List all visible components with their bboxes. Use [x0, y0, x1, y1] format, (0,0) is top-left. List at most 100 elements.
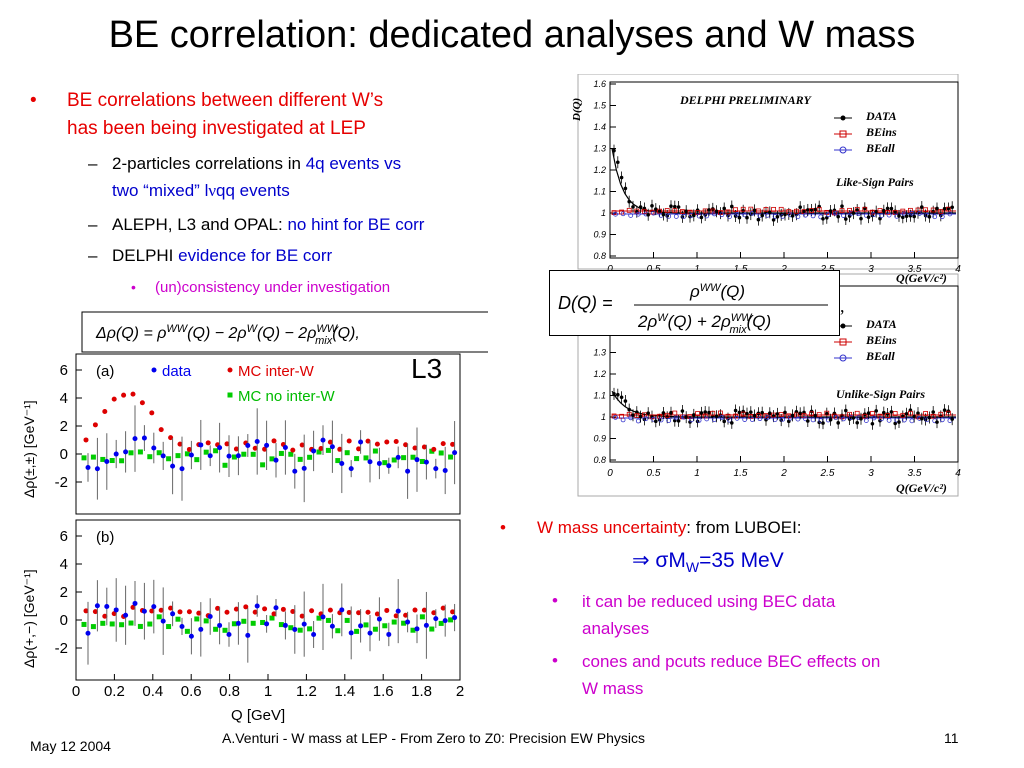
sub-dash: –: [88, 215, 98, 234]
delphi-ytick: 0.9: [593, 230, 606, 240]
svg-text:BEall: BEall: [865, 349, 895, 363]
delphi-xtick: 0: [607, 468, 613, 479]
l3-label: L3: [411, 353, 442, 384]
delphi-xtick: 2: [780, 468, 787, 479]
delphi-xlabel-bottom: Q(GeV/c²): [896, 481, 947, 495]
delphi-xtick: 3.5: [908, 264, 922, 275]
delphi-formula-comma: ,: [840, 296, 845, 316]
l3-ytick: 6: [60, 362, 68, 379]
bullet-marker: •: [500, 518, 506, 537]
subsub-marker: •: [552, 591, 558, 610]
panel-b-frame: [75, 519, 461, 681]
delphi-xtick: 3: [868, 468, 874, 479]
delphi-legend-bottom: DATA BEins BEall: [834, 317, 897, 363]
w-mass-bullet: W mass uncertainty: from LUBOEI:: [537, 518, 802, 537]
sub-dash: –: [88, 246, 98, 265]
sub-bullet-2: ALEPH, L3 and OPAL: no hint for BE corr: [112, 215, 425, 234]
footer-date: May 12 2004: [30, 738, 111, 754]
l3-xtick: 0.8: [219, 683, 240, 700]
bullet-marker: •: [30, 90, 37, 111]
delphi-ytick: 1.3: [593, 348, 606, 358]
delphi-ytick: 1.5: [593, 101, 607, 111]
legend-data: data: [162, 363, 192, 380]
svg-text:D(Q) =: D(Q) =: [558, 293, 613, 313]
l3-ylabel-b: Δρ(+,−) [GeV⁻¹]: [21, 569, 37, 668]
l3-data-points: [81, 391, 458, 665]
svg-text:DATA: DATA: [865, 317, 897, 331]
panel-b-label: (b): [96, 529, 114, 546]
delphi-ytick: 1: [601, 208, 606, 218]
delphi-ytick: 1.3: [593, 144, 606, 154]
delphi-ytick: 1: [601, 412, 606, 422]
l3-ytick: 6: [60, 528, 68, 545]
subsub-bullet: (un)consistency under investigation: [155, 279, 391, 296]
delphi-ytick: 0.8: [593, 455, 606, 465]
slide-title: BE correlation: dedicated analyses and W…: [108, 14, 916, 56]
delphi-ytick: 0.8: [593, 251, 606, 261]
delphi-formula-box: D(Q) = ρWW(Q) 2ρW(Q) + 2ρWW mix(Q): [549, 270, 840, 336]
delphi-xtick: 2.5: [820, 264, 835, 275]
l3-xlabel: Q [GeV]: [231, 707, 285, 724]
delphi-ytick: 1.6: [593, 79, 606, 89]
subsub-marker: •: [552, 651, 558, 670]
svg-text:ρWW(Q): ρWW(Q): [689, 282, 745, 301]
l3-xtick: 0.2: [104, 683, 125, 700]
footer-center: A.Venturi - W mass at LEP - From Zero to…: [222, 730, 645, 746]
l3-ytick: 0: [60, 446, 68, 463]
delphi-ytick: 1.1: [593, 391, 606, 401]
delphi-top-frame: [577, 74, 959, 270]
delphi-header: DELPHI PRELIMINARY: [679, 93, 812, 107]
footer-page: 11: [944, 730, 959, 746]
l3-ytick: 4: [60, 390, 68, 407]
l3-xtick: 1.6: [373, 683, 394, 700]
bullet-main-line2: has been being investigated at LEP: [67, 118, 366, 139]
l3-ylabel-a: Δρ(±,±) [GeV⁻¹]: [21, 400, 37, 498]
l3-xtick: 1: [264, 683, 272, 700]
panel-a-label: (a): [96, 363, 114, 380]
l3-ytick: 2: [60, 584, 68, 601]
legend-data-marker: [151, 367, 157, 373]
delphi-ytick: 1.2: [593, 165, 606, 175]
legend-inter-marker: [227, 367, 233, 373]
l3-ytick: 4: [60, 556, 68, 573]
delphi-xtick: 0.5: [647, 264, 661, 275]
svg-text:BEall: BEall: [865, 141, 895, 155]
l3-ytick: -2: [55, 474, 68, 491]
l3-ytick: 0: [60, 612, 68, 629]
legend-nointer-marker: [227, 392, 233, 398]
delphi-top-label: Like-Sign Pairs: [835, 175, 914, 189]
delphi-xtick: 1: [694, 468, 700, 479]
delphi-xtick: 2: [780, 264, 787, 275]
delphi-bottom-label: Unlike-Sign Pairs: [836, 387, 925, 401]
delphi-xtick: 4: [955, 264, 961, 275]
l3-xtick: 0.4: [142, 683, 163, 700]
delphi-xtick: 0.5: [647, 468, 661, 479]
legend-inter: MC inter-W: [238, 363, 315, 380]
sub-bullet-1-line2: two “mixed” lνqq events: [112, 181, 290, 200]
delphi-xtick: 3.5: [908, 468, 922, 479]
l3-xtick: 0.6: [181, 683, 202, 700]
l3-xtick: 2: [456, 683, 464, 700]
delphi-xtick: 3: [868, 264, 874, 275]
right-sub-2: cones and pcuts reduce BEC effects on W m…: [582, 652, 881, 698]
l3-ytick: -2: [55, 640, 68, 657]
delphi-xtick: 1.5: [734, 264, 748, 275]
delphi-legend-top: DATA BEins BEall: [834, 109, 897, 155]
sub-bullet-1-line1: 2-particles correlations in 4q events vs: [112, 154, 402, 173]
delphi-ytick: 1.2: [593, 369, 606, 379]
delphi-xtick: 2.5: [820, 468, 835, 479]
delphi-xtick: 0: [607, 264, 613, 275]
delphi-ytick: 1.1: [593, 187, 606, 197]
delphi-xtick: 1.5: [734, 468, 748, 479]
delphi-xtick: 1: [694, 264, 700, 275]
svg-text:BEins: BEins: [865, 125, 897, 139]
delphi-xlabel-top: Q(GeV/c²): [896, 271, 947, 285]
delphi-ylabel: D(Q): [571, 98, 583, 122]
panel-a-frame: [75, 353, 461, 515]
l3-xtick: 1.2: [296, 683, 317, 700]
right-sub-1: it can be reduced using BEC data analyses: [582, 592, 836, 638]
l3-axes: 6 4 2 0 -2 6 4 2 0 -2 0 0.2 0.4 0.6 0.8 1 1.2 1.4 1.6 1.8 2: [55, 362, 465, 700]
w-mass-result: ⇒ σMW=35 MeV: [632, 549, 784, 576]
svg-text:DATA: DATA: [865, 109, 897, 123]
